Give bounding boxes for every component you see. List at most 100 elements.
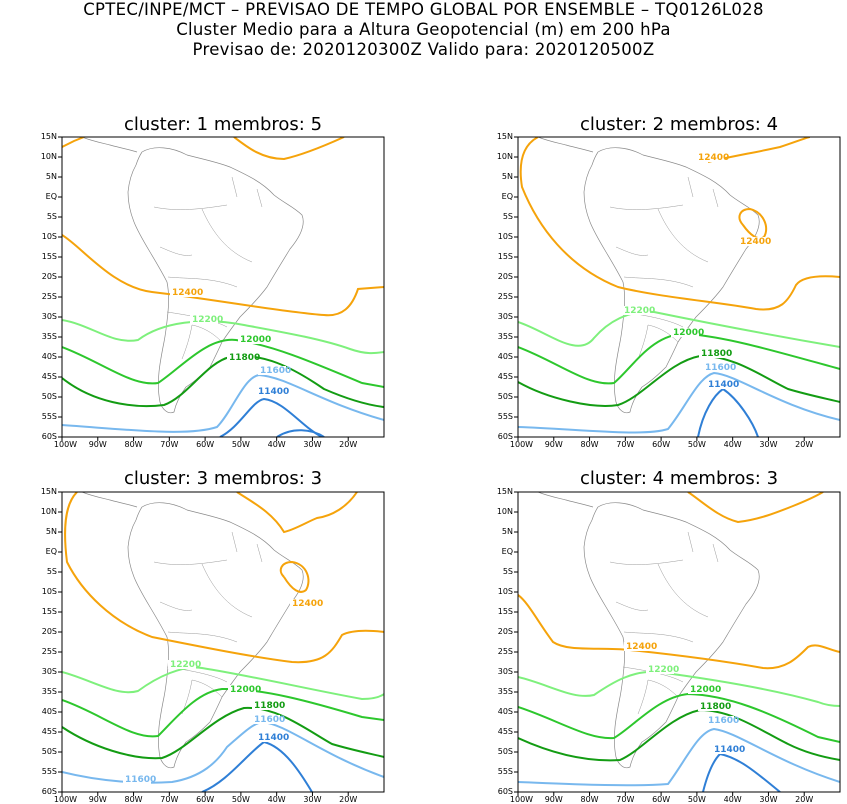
contour-line-11400 (219, 397, 323, 437)
contour-label: 12400 (626, 642, 657, 652)
lon-tick-label: 50W (687, 440, 706, 449)
lat-tick-label: 15N (496, 132, 513, 141)
lon-tick-label: 30W (303, 795, 322, 804)
country-border (181, 324, 193, 360)
lon-tick-label: 20W (339, 795, 358, 804)
country-border (687, 176, 694, 198)
contour-label: 11600 (708, 716, 739, 726)
contour-line-11600 (518, 371, 840, 434)
lon-tick-label: 40W (723, 440, 742, 449)
lon-tick-label: 50W (231, 795, 250, 804)
lat-tick-label: 15S (497, 252, 513, 261)
lat-tick-label: 35S (497, 332, 513, 341)
contour-label-bg (238, 335, 266, 344)
country-border (167, 276, 238, 288)
panel-title: cluster: 3 membros: 3 (123, 468, 323, 489)
lat-tick-label: 10S (41, 587, 57, 596)
lon-tick-label: 80W (580, 440, 599, 449)
country-border (191, 324, 223, 343)
lon-tick-label: 70W (616, 795, 635, 804)
lat-tick-label: 25S (497, 292, 513, 301)
lat-tick-label: 25S (497, 647, 513, 656)
contour-label-bg (706, 380, 734, 389)
contour-label: 11400 (258, 733, 289, 743)
lat-tick-label: EQ (501, 547, 513, 556)
contour-label-bg (170, 288, 198, 297)
lat-tick-label: 5N (501, 172, 513, 181)
figure-header: CPTEC/INPE/MCT – PREVISAO DE TEMPO GLOBA… (0, 0, 847, 60)
lat-tick-label: 50S (497, 747, 513, 756)
lat-tick-label: 50S (497, 392, 513, 401)
lat-tick-label: 40S (41, 707, 57, 716)
contour-label-bg (646, 665, 674, 674)
lat-tick-label: 40S (497, 352, 513, 361)
contour-label-bg (699, 349, 727, 358)
contour-label: 11600 (254, 715, 285, 725)
contour-label-bg (622, 306, 650, 315)
contour-label: 12400 (698, 153, 729, 163)
country-border (712, 543, 719, 563)
lat-tick-label: 50S (41, 392, 57, 401)
contour-line-11400 (201, 740, 313, 792)
lon-tick-label: 100W (509, 440, 534, 449)
contour-line-11800 (62, 706, 384, 760)
country-border (647, 324, 679, 343)
lon-tick-label: 20W (339, 440, 358, 449)
contour-line-11800 (518, 708, 840, 762)
lat-tick-label: 45S (497, 372, 513, 381)
lat-tick-label: 20S (41, 627, 57, 636)
lat-tick-label: 30S (497, 312, 513, 321)
lon-tick-label: 70W (160, 795, 179, 804)
contour-label: 12400 (172, 288, 203, 298)
lat-tick-label: 50S (41, 747, 57, 756)
contour-label-bg (688, 685, 716, 694)
lat-tick-label: 10N (40, 507, 57, 516)
lon-tick-label: 100W (53, 440, 78, 449)
coastline (81, 492, 138, 508)
contour-line-12000 (62, 687, 384, 738)
lat-tick-label: 10N (496, 507, 513, 516)
lon-tick-label: 100W (53, 795, 78, 804)
contour-label-bg (168, 660, 196, 669)
lon-tick-label: 30W (759, 440, 778, 449)
header-line-1: CPTEC/INPE/MCT – PREVISAO DE TEMPO GLOBA… (83, 0, 764, 19)
lat-tick-label: 40S (497, 707, 513, 716)
lat-tick-label: 20S (41, 272, 57, 281)
lat-tick-label: 10S (41, 232, 57, 241)
contour-line-12400 (279, 560, 310, 593)
contour-label-bg (696, 153, 724, 162)
coastline (537, 492, 594, 508)
contour-label-bg (258, 366, 286, 375)
contour-label-bg (228, 685, 256, 694)
coastline (583, 502, 760, 769)
contour-label-bg (706, 716, 734, 725)
lon-tick-label: 80W (124, 440, 143, 449)
country-border (159, 246, 193, 256)
lat-tick-label: 10N (496, 152, 513, 161)
lat-tick-label: 30S (497, 667, 513, 676)
lat-tick-label: 15S (41, 607, 57, 616)
lon-tick-label: 50W (687, 795, 706, 804)
contour-label: 12200 (170, 660, 201, 670)
contour-label-bg (256, 733, 284, 742)
lon-tick-label: 100W (509, 795, 534, 804)
panel-title: cluster: 1 membros: 5 (123, 114, 323, 135)
contour-line-12000 (62, 338, 384, 388)
country-border (647, 679, 679, 698)
country-border (153, 204, 228, 210)
lat-tick-label: 15N (40, 487, 57, 496)
contour-line-12200 (62, 666, 384, 701)
contour-label-bg (671, 328, 699, 337)
lat-tick-label: 55S (41, 412, 57, 421)
contour-line-12400 (707, 137, 811, 163)
contour-label-bg (227, 353, 255, 362)
lat-tick-label: 30S (41, 667, 57, 676)
lat-tick-label: 40S (41, 352, 57, 361)
country-border (181, 679, 193, 715)
lat-tick-label: 5N (45, 527, 57, 536)
contour-line-12400 (62, 137, 85, 148)
contour-line-11400 (697, 387, 759, 437)
country-border (231, 531, 238, 553)
lon-tick-label: 60W (196, 795, 215, 804)
